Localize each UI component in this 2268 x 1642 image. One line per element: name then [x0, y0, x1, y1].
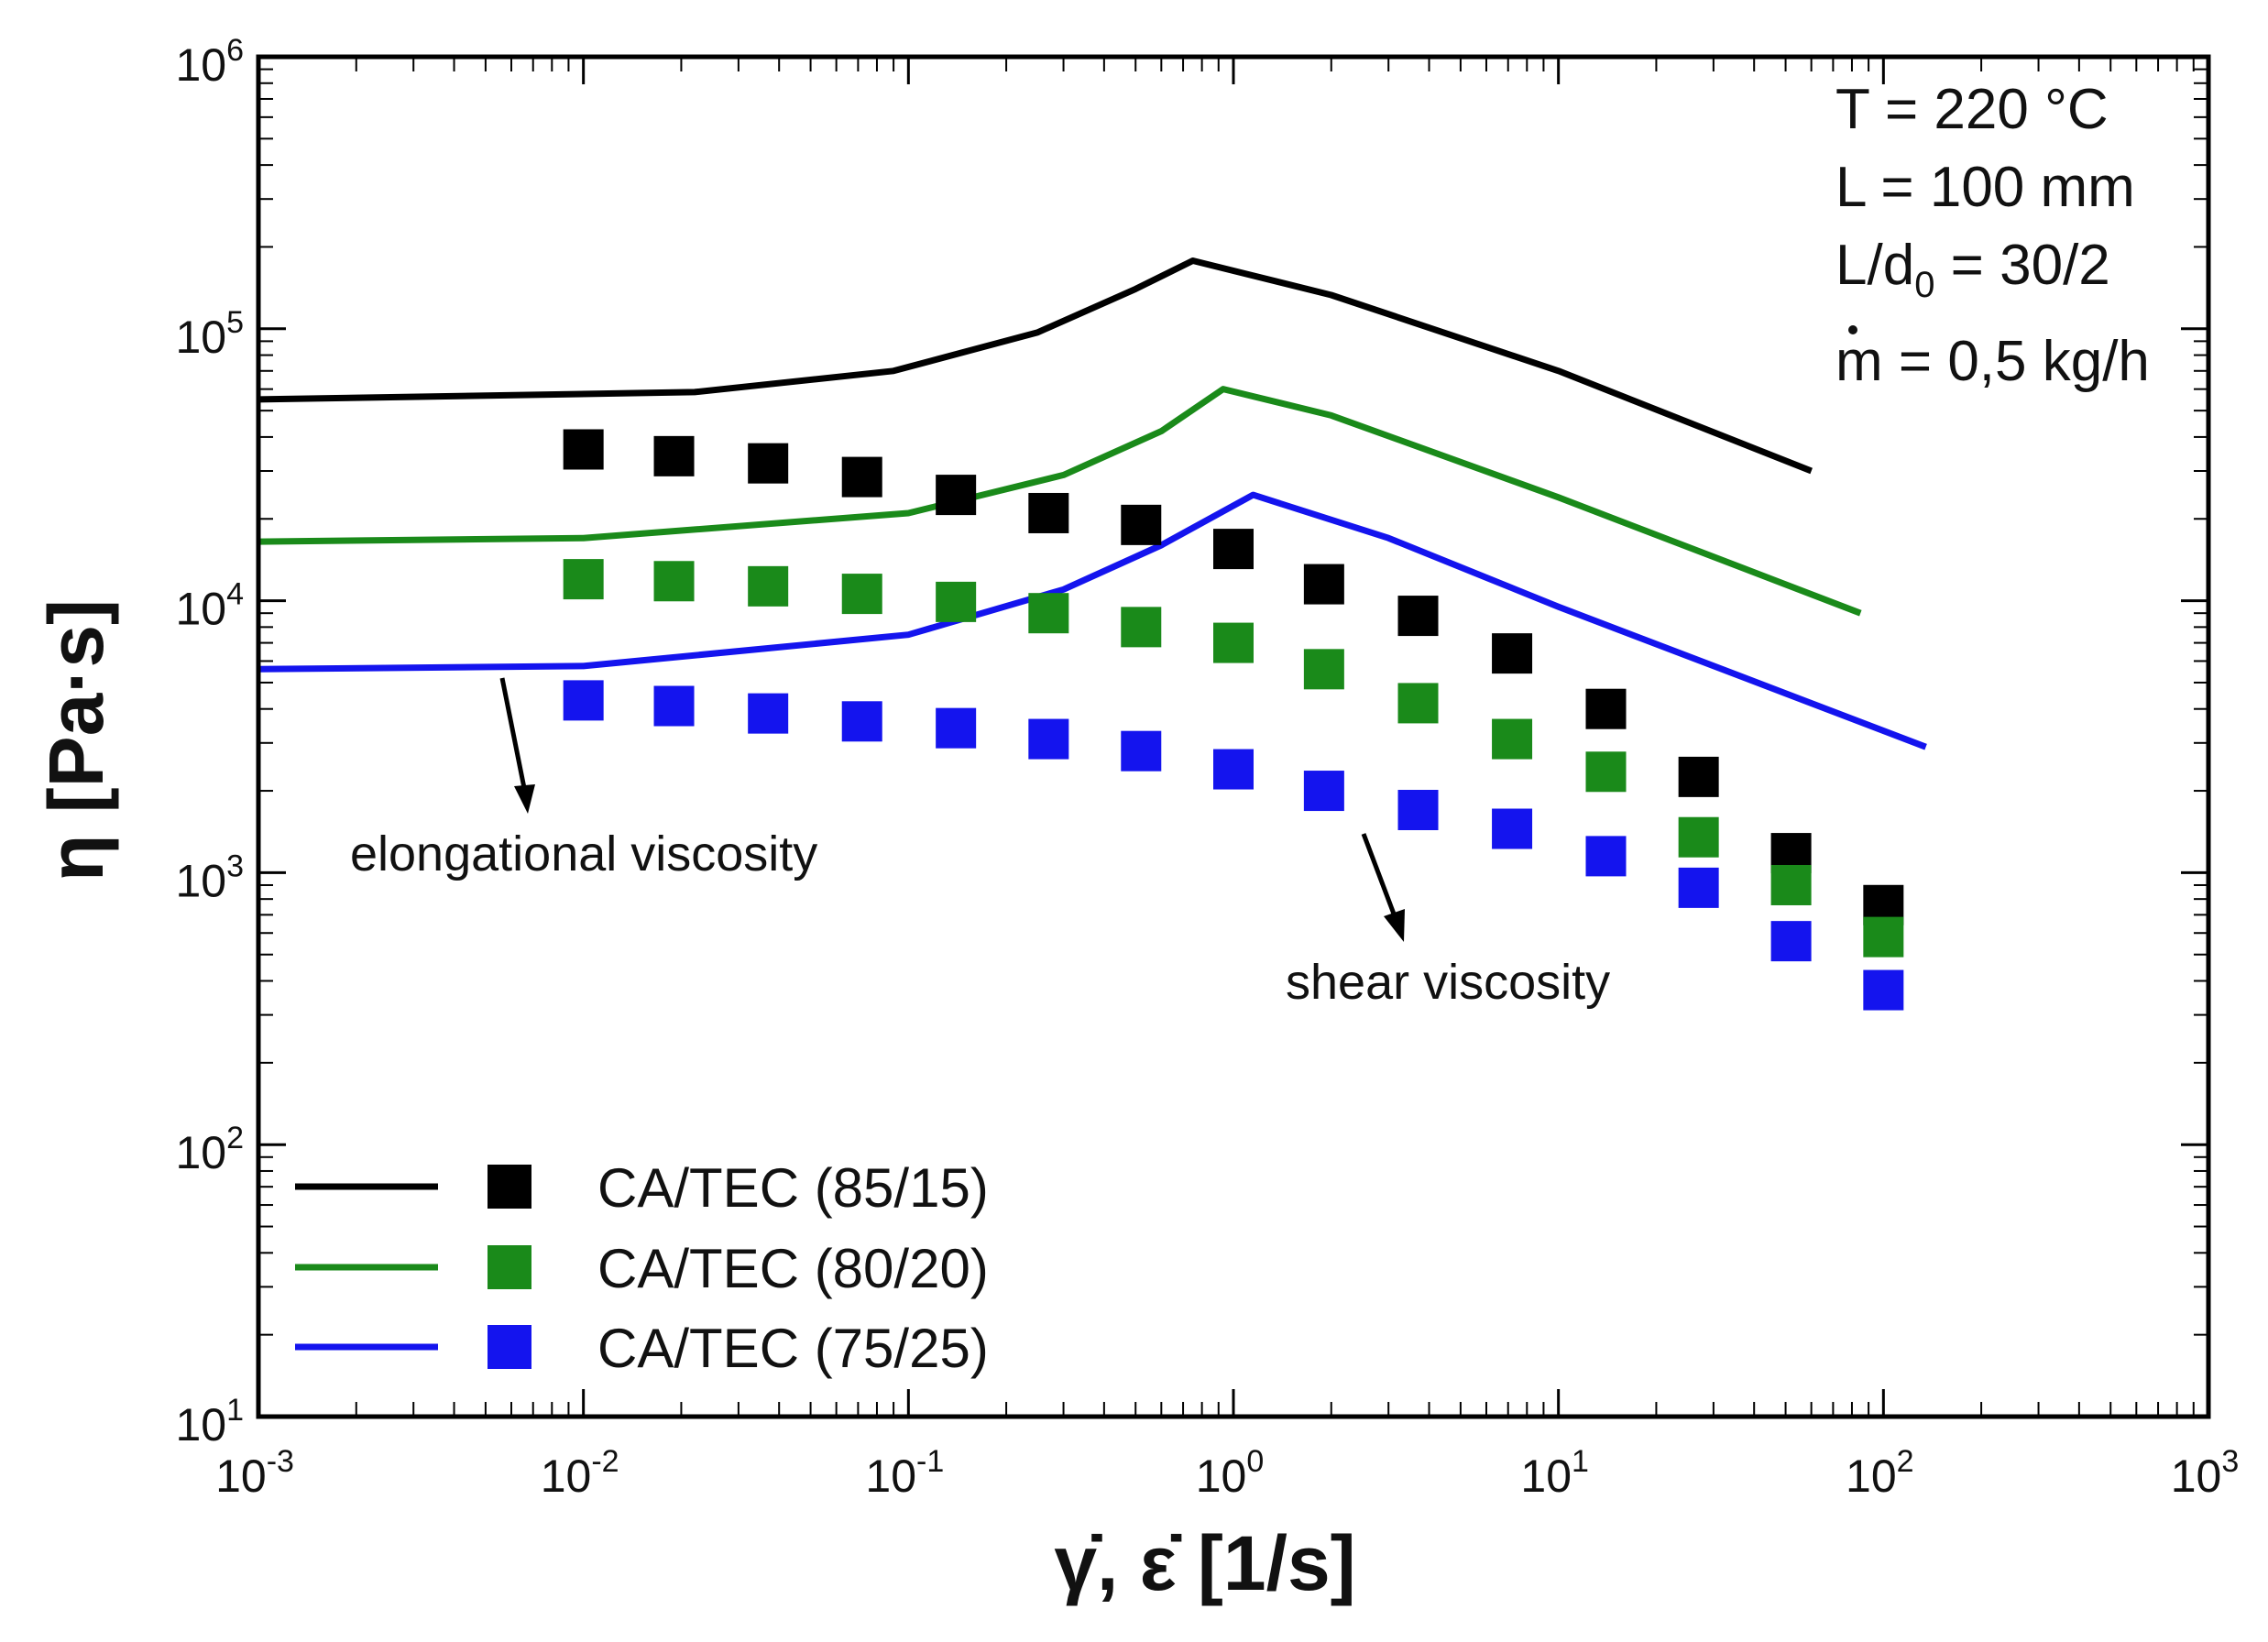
shear-point-series-2: [1213, 622, 1254, 663]
shear-point-series-1: [936, 475, 977, 516]
legend-square-swatch: [488, 1325, 531, 1369]
shear-point-series-2: [1585, 751, 1627, 793]
shear-point-series-1: [1397, 596, 1439, 637]
condition-mdot-value: = 0,5 kg/h: [1883, 330, 2150, 393]
shear-point-series-3: [1492, 808, 1533, 849]
y-tick-label: 103: [175, 848, 244, 906]
y-tick-label: 105: [175, 305, 244, 363]
shear-point-series-1: [1678, 756, 1719, 797]
elongational-line-series-3: [257, 491, 1927, 750]
x-tick-label: 102: [1846, 1444, 1914, 1502]
shear-point-series-3: [1028, 718, 1069, 760]
shear-point-series-3: [1585, 836, 1627, 877]
tick-labels: 10-3 10-2 10-1 100 101 102 103 101 102 103 104 105 1…: [175, 33, 2239, 1502]
shear-point-series-3: [563, 680, 604, 721]
annotation-elongational: elongational viscosity: [350, 677, 817, 881]
annotation-elongational-label: elongational viscosity: [350, 826, 817, 881]
shear-point-series-2: [1492, 718, 1533, 760]
elongational-line-series-2: [257, 386, 1862, 617]
conditions-box: T = 220 °C L = 100 mm L/d0 = 30/2 m = 0,…: [1835, 78, 2150, 393]
shear-point-series-1: [1213, 529, 1254, 570]
legend-square-swatch: [488, 1165, 531, 1209]
shear-point-series-1: [563, 429, 604, 470]
shear-point-series-3: [1770, 921, 1812, 962]
condition-ld-prefix: L/d: [1835, 234, 1914, 297]
condition-ld-suffix: = 30/2: [1934, 234, 2109, 297]
condition-ld-ratio: L/d0 = 30/2: [1835, 234, 2110, 305]
legend-square-swatch: [488, 1245, 531, 1289]
condition-length: L = 100 mm: [1835, 156, 2135, 219]
y-tick-label: 104: [175, 577, 244, 635]
shear-point-series-1: [1028, 492, 1069, 533]
condition-temperature: T = 220 °C: [1835, 78, 2109, 141]
shear-point-series-2: [748, 565, 789, 607]
shear-point-series-1: [653, 435, 695, 476]
shear-point-series-3: [1213, 749, 1254, 790]
shear-point-series-2: [841, 574, 882, 615]
y-tick-label: 106: [175, 33, 244, 91]
annotation-elongational-arrow: [499, 677, 527, 789]
shear-point-series-2: [1028, 593, 1069, 634]
x-tick-label: 10-2: [541, 1444, 619, 1502]
annotation-shear-arrowhead: [1384, 909, 1405, 942]
shear-point-series-3: [841, 701, 882, 742]
legend-label: CA/TEC (85/15): [597, 1157, 989, 1219]
shear-point-series-2: [1678, 816, 1719, 858]
annotation-elongational-arrowhead: [514, 784, 535, 814]
elongational-line-series-1: [257, 257, 1813, 475]
legend-label: CA/TEC (75/25): [597, 1318, 989, 1379]
shear-point-series-3: [1397, 790, 1439, 831]
shear-point-series-3: [748, 693, 789, 734]
shear-point-series-2: [936, 581, 977, 622]
mdot-dot: [1848, 325, 1857, 334]
shear-point-series-2: [1397, 683, 1439, 724]
condition-mdot-symbol: m: [1835, 330, 1883, 393]
shear-point-series-3: [1863, 969, 1904, 1011]
shear-point-series-2: [563, 559, 604, 600]
shear-point-series-1: [1585, 688, 1627, 729]
x-tick-label: 101: [1520, 1444, 1589, 1502]
legend: CA/TEC (85/15) CA/TEC (80/20) CA/TEC (75/2…: [295, 1157, 989, 1379]
shear-point-series-3: [1121, 730, 1162, 772]
x-tick-label: 103: [2171, 1444, 2240, 1502]
shear-point-series-2: [1121, 607, 1162, 648]
condition-mass-flow: m = 0,5 kg/h: [1835, 330, 2150, 393]
y-tick-label: 101: [175, 1393, 244, 1450]
shear-point-series-3: [936, 707, 977, 749]
axis-ticks: [257, 55, 2210, 1418]
condition-ld-subscript: 0: [1914, 265, 1934, 305]
shear-point-series-2: [1303, 649, 1344, 690]
plot-frame: [256, 54, 2211, 1419]
shear-point-series-3: [1303, 771, 1344, 812]
shear-point-series-2: [1863, 916, 1904, 958]
annotation-shear-label: shear viscosity: [1286, 955, 1610, 1010]
x-tick-label: 10-3: [215, 1444, 294, 1502]
y-axis-title: η [Pa·s]: [33, 599, 119, 881]
shear-point-series-2: [1770, 864, 1812, 905]
chart-series: [257, 257, 1927, 1011]
shear-point-series-1: [748, 443, 789, 484]
shear-point-series-1: [1303, 564, 1344, 605]
annotation-shear-arrow: [1361, 833, 1397, 917]
legend-label: CA/TEC (80/20): [597, 1238, 989, 1299]
annotation-shear: shear viscosity: [1286, 833, 1610, 1010]
x-axis-title: γ̇, ε̇ [1/s]: [1054, 1520, 1355, 1606]
shear-point-series-1: [1121, 504, 1162, 545]
y-tick-label: 102: [175, 1121, 244, 1178]
shear-point-series-2: [653, 561, 695, 602]
shear-point-series-1: [1492, 633, 1533, 674]
x-tick-label: 10-1: [865, 1444, 944, 1502]
shear-point-series-3: [653, 685, 695, 727]
shear-point-series-3: [1678, 867, 1719, 908]
x-tick-label: 100: [1196, 1444, 1265, 1502]
shear-point-series-1: [841, 456, 882, 498]
